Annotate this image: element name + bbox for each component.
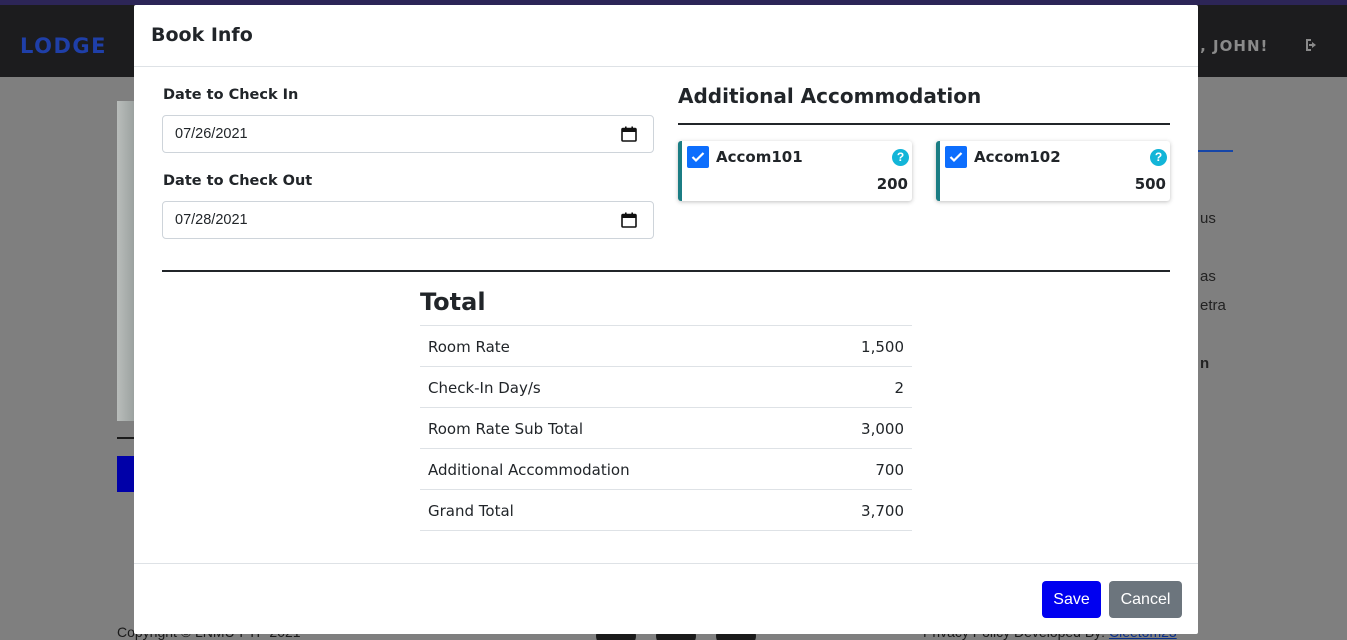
row-label: Room Rate xyxy=(428,338,510,356)
user-greeting[interactable]: HI, JOHN! xyxy=(1180,37,1269,55)
table-row: Grand Total 3,700 xyxy=(420,490,912,531)
accommodation-name: Accom101 xyxy=(716,148,803,166)
check-out-label: Date to Check Out xyxy=(163,173,313,189)
accommodation-card[interactable]: Accom101 ? 200 xyxy=(678,141,912,201)
row-value: 2 xyxy=(894,379,904,397)
modal-footer: Save Cancel xyxy=(134,563,1198,634)
total-title: Total xyxy=(420,288,486,316)
table-row: Additional Accommodation 700 xyxy=(420,449,912,490)
check-out-date-value: 07/28/2021 xyxy=(175,212,248,228)
room-image xyxy=(117,101,135,421)
row-value: 1,500 xyxy=(861,338,904,356)
accommodation-checkbox[interactable] xyxy=(687,146,709,168)
cancel-button[interactable]: Cancel xyxy=(1109,581,1182,618)
section-divider xyxy=(678,123,1170,125)
accommodation-name: Accom102 xyxy=(974,148,1061,166)
accommodation-card[interactable]: Accom102 ? 500 xyxy=(936,141,1170,201)
check-out-date-input[interactable]: 07/28/2021 xyxy=(162,201,654,239)
calendar-icon[interactable] xyxy=(621,212,637,228)
check-in-date-value: 07/26/2021 xyxy=(175,126,248,142)
book-info-modal: Book Info Date to Check In 07/26/2021 Da… xyxy=(134,5,1198,634)
help-icon[interactable]: ? xyxy=(1150,149,1167,166)
row-label: Check-In Day/s xyxy=(428,379,541,397)
modal-header: Book Info xyxy=(134,5,1198,67)
table-row: Room Rate Sub Total 3,000 xyxy=(420,408,912,449)
accommodation-checkbox[interactable] xyxy=(945,146,967,168)
table-row: Room Rate 1,500 xyxy=(420,326,912,367)
save-button[interactable]: Save xyxy=(1042,581,1101,618)
check-in-date-input[interactable]: 07/26/2021 xyxy=(162,115,654,153)
row-value: 3,700 xyxy=(861,502,904,520)
bg-text-snippet: etra xyxy=(1200,297,1226,314)
divider xyxy=(117,437,135,439)
bg-text-snippet: as xyxy=(1200,268,1216,285)
logout-icon[interactable] xyxy=(1303,36,1321,54)
help-icon[interactable]: ? xyxy=(892,149,909,166)
top-stripe xyxy=(0,0,1347,5)
modal-title: Book Info xyxy=(151,24,253,46)
row-label: Additional Accommodation xyxy=(428,461,630,479)
table-row: Check-In Day/s 2 xyxy=(420,367,912,408)
tag-button[interactable] xyxy=(117,456,135,492)
row-label: Room Rate Sub Total xyxy=(428,420,583,438)
tab-underline xyxy=(1198,150,1233,152)
row-value: 700 xyxy=(875,461,904,479)
row-label: Grand Total xyxy=(428,502,514,520)
bg-text-snippet: n xyxy=(1200,355,1210,372)
bg-text-snippet: us xyxy=(1200,210,1216,227)
check-in-label: Date to Check In xyxy=(163,87,299,103)
brand-logo[interactable]: LODGE xyxy=(20,34,107,58)
section-divider xyxy=(162,270,1170,272)
additional-accommodation-title: Additional Accommodation xyxy=(678,84,982,108)
row-value: 3,000 xyxy=(861,420,904,438)
accommodation-price: 200 xyxy=(876,175,908,193)
accommodation-price: 500 xyxy=(1134,175,1166,193)
calendar-icon[interactable] xyxy=(621,126,637,142)
total-table: Room Rate 1,500 Check-In Day/s 2 Room Ra… xyxy=(420,325,912,531)
